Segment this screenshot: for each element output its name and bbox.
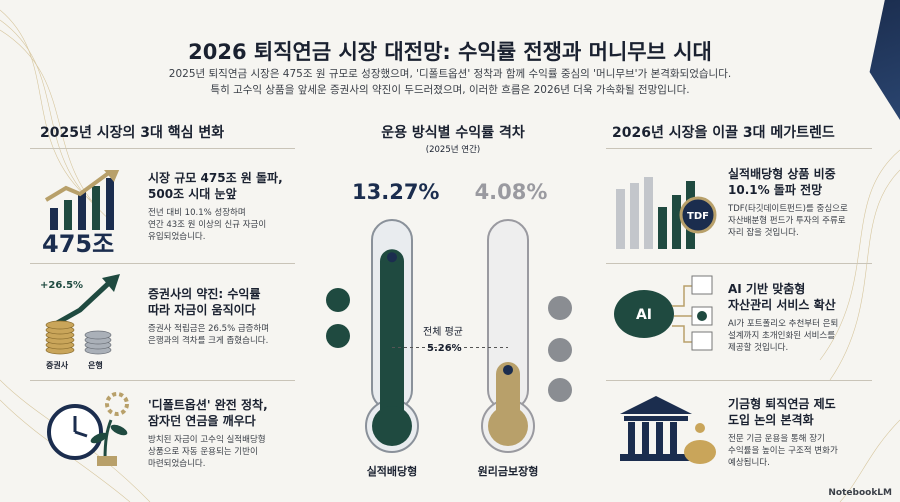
market-size-graphic-label: 475조 <box>42 230 114 255</box>
ai-badge: AI <box>636 307 652 323</box>
thermo-value-performance: 13.27% <box>352 180 440 204</box>
return-thermometer-chart <box>326 219 572 453</box>
right-item1-desc-line1: TDF(타깃데이트펀드)를 중심으로 <box>728 204 848 214</box>
left-item1-title-line2: 500조 시대 눈앞 <box>148 187 237 201</box>
left-item2-title-line2: 따라 자금이 움직이다 <box>148 303 256 317</box>
growth-bar-chart-icon: 475조 <box>42 170 120 255</box>
left-item1-desc-line3: 유입되었습니다. <box>148 232 206 242</box>
coin-label-securities: 증권사 <box>46 360 69 370</box>
right-item1-desc-line3: 자리 잡을 것입니다. <box>728 228 799 238</box>
coin-hand-icon <box>548 296 572 320</box>
average-value: 5.26% <box>427 343 462 354</box>
left-divider <box>30 148 295 149</box>
thermo-marker-performance <box>387 252 397 263</box>
left-item2-desc-line2: 은행과의 격차를 크게 좁혔습니다. <box>148 336 269 346</box>
right-item3-title-line2: 도입 논의 본격화 <box>728 413 814 427</box>
page-subtitle-line1: 2025년 퇴직연금 시장은 475조 원 규모로 성장했으며, '디폴트옵션'… <box>168 68 732 80</box>
center-column-heading: 운용 방식별 수익률 격차 <box>381 125 525 141</box>
right-item1-title-line2: 10.1% 돌파 전망 <box>728 183 823 197</box>
right-item2-desc-line3: 제공할 것입니다. <box>728 343 789 353</box>
thermo-label-guaranteed: 원리금보장형 <box>477 465 539 478</box>
chart-up-icon <box>548 338 572 362</box>
left-item3-desc-line2: 상품으로 자동 운용되는 기반이 <box>148 447 258 457</box>
left-item3-title-line1: '디폴트옵션' 완전 정착, <box>148 398 268 412</box>
right-item3-desc-line3: 예상됩니다. <box>728 458 770 468</box>
institution-piggy-bank-icon <box>620 396 716 464</box>
globe-icon <box>326 288 350 312</box>
ai-brain-icon: AI <box>614 275 713 351</box>
tdf-badge: TDF <box>687 211 709 222</box>
left-item1-desc-line2: 연간 43조 원 이상의 신규 자금이 <box>148 220 267 230</box>
right-item1-desc-line2: 자산배분형 펀드가 투자의 주류로 <box>728 216 846 226</box>
left-column-heading: 2025년 시장의 3대 핵심 변화 <box>40 125 225 141</box>
growth-label: +26.5% <box>40 280 83 291</box>
right-divider-2 <box>606 263 872 264</box>
tdf-bar-chart-icon: TDF <box>616 177 717 249</box>
left-item1-title-line1: 시장 규모 475조 원 돌파, <box>148 171 283 185</box>
cash-icon <box>548 378 572 402</box>
left-item3-desc-line3: 마련되었습니다. <box>148 459 206 469</box>
left-item2-title-line1: 증권사의 약진: 수익률 <box>148 287 261 301</box>
thermo-bulb-performance <box>372 406 412 446</box>
right-item3-desc-line1: 전문 기금 운용을 통해 장기 <box>728 434 825 444</box>
right-column-heading: 2026년 시장을 이끌 3대 메가트렌드 <box>612 125 835 141</box>
coin-label-bank: 은행 <box>88 360 103 370</box>
pie-chart-icon <box>326 324 350 348</box>
coin-stacks-icon: +26.5% 증권사 은행 <box>40 274 120 370</box>
thermo-bulb-guaranteed <box>488 406 528 446</box>
left-divider-2 <box>30 263 295 264</box>
left-item3-title-line2: 잠자던 연금을 깨우다 <box>148 414 256 428</box>
average-label: 전체 평균 <box>423 327 463 338</box>
right-divider <box>606 148 872 149</box>
right-item2-title-line1: AI 기반 맞춤형 <box>728 282 806 296</box>
center-period: (2025년 연간) <box>425 145 481 155</box>
right-item2-title-line2: 자산관리 서비스 확산 <box>728 298 836 312</box>
left-item3-desc-line1: 방치된 자금이 고수익 실적배당형 <box>148 435 266 445</box>
left-item2-desc-line1: 증권사 적립금은 26.5% 급증하며 <box>148 324 270 334</box>
right-item2-desc-line1: AI가 포트폴리오 추천부터 은퇴 <box>728 319 839 329</box>
left-item1-desc-line1: 전년 대비 10.1% 성장하며 <box>148 208 246 218</box>
right-item1-title-line1: 실적배당형 상품 비중 <box>728 167 836 181</box>
right-item3-desc-line2: 수익률을 높이는 구조적 변화가 <box>728 446 838 456</box>
left-divider-3 <box>30 380 295 381</box>
right-divider-3 <box>606 380 872 381</box>
right-item2-desc-line2: 설계까지 초개인화된 서비스를 <box>728 331 836 341</box>
thermo-marker-guaranteed <box>503 364 513 375</box>
clock-plant-icon <box>47 392 129 466</box>
page-subtitle-line2: 특히 고수익 상품을 앞세운 증권사의 약진이 두드러졌으며, 이러한 흐름은 … <box>210 84 690 96</box>
thermo-label-performance: 실적배당형 <box>366 465 418 478</box>
thermo-fill-performance <box>380 249 404 422</box>
right-item3-title-line1: 기금형 퇴직연금 제도 <box>728 397 836 411</box>
page-title: 2026 퇴직연금 시장 대전망: 수익률 전쟁과 머니무브 시대 <box>188 40 712 64</box>
thermo-value-guaranteed: 4.08% <box>474 180 548 204</box>
footer-brand: NotebookLM <box>828 488 892 498</box>
